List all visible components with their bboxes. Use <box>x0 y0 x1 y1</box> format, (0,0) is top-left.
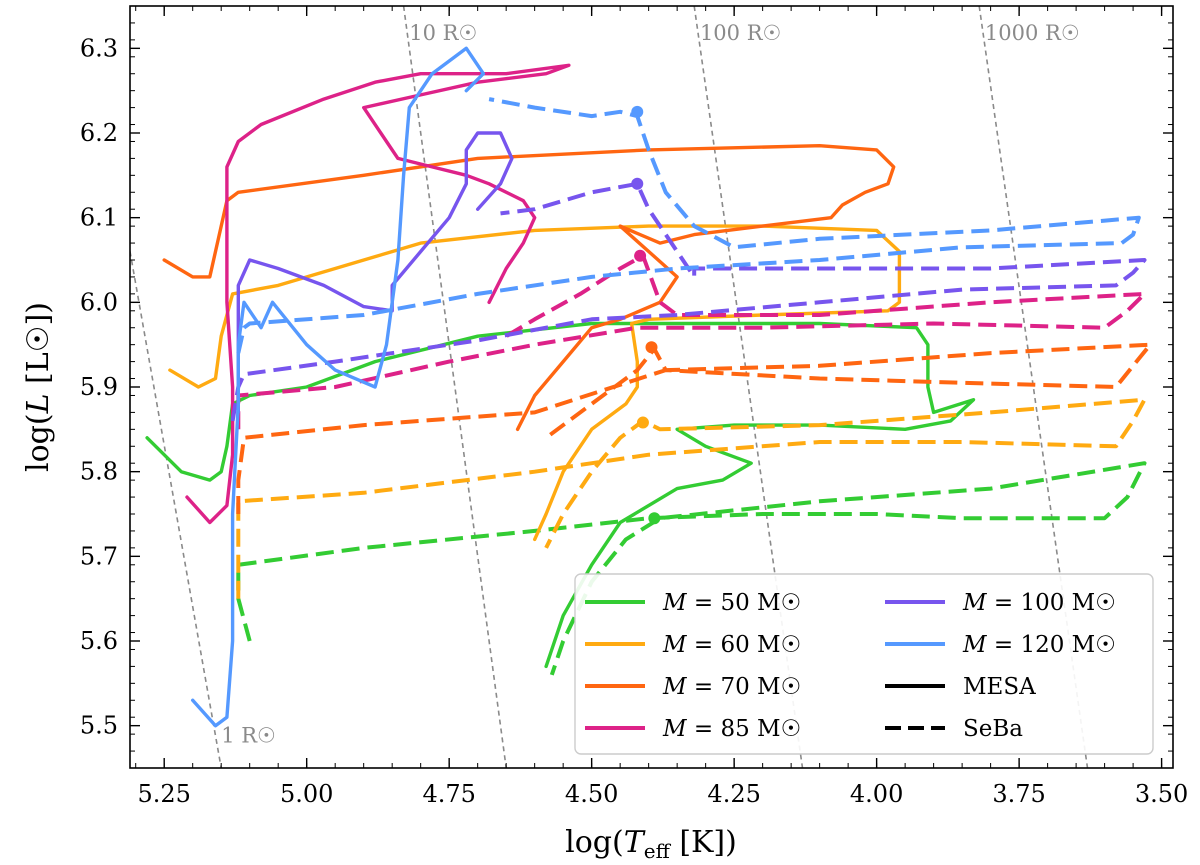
legend: M = 50 M☉ M = 100 M☉ M = 60 M☉ M = 120 M☉ M … <box>574 573 1154 755</box>
seba-track-85 <box>236 253 1147 430</box>
y-tick-label: 6.3 <box>80 34 118 62</box>
seba-track-60 <box>236 397 1147 599</box>
y-tick-label: 5.8 <box>80 458 118 486</box>
radius-label-3: 1000 R☉ <box>985 21 1080 45</box>
x-tick-label: 4.00 <box>850 780 903 808</box>
y-tick-label: 5.6 <box>80 627 118 655</box>
x-tick-label: 4.75 <box>422 780 475 808</box>
x-tick-label: 3.50 <box>1135 780 1188 808</box>
legend-label: M = 70 M☉ <box>662 674 801 700</box>
mesa-track-100 <box>236 131 514 415</box>
legend-label: SeBa <box>963 716 1023 742</box>
marker-70 <box>645 341 658 354</box>
y-tick-label: 6.2 <box>80 119 118 147</box>
x-axis-title: log(Teff [K]) <box>565 825 737 863</box>
mesa-track-85 <box>185 63 571 525</box>
marker-120 <box>631 105 644 118</box>
x-tick-label: 4.50 <box>565 780 618 808</box>
marker-100 <box>631 177 644 190</box>
x-tick-label: 4.25 <box>707 780 760 808</box>
y-tick-label: 5.7 <box>80 542 118 570</box>
marker-85 <box>634 249 647 262</box>
radius-labels: 1 R☉ 10 R☉ 100 R☉ 1000 R☉ <box>221 21 1079 748</box>
x-tick-label: 5.25 <box>137 780 190 808</box>
axis-ticks: 5.25 5.00 4.75 4.50 4.25 4.00 3.75 3.50 5.5 5.6 5.… <box>80 5 1188 808</box>
y-tick-label: 6.0 <box>80 288 118 316</box>
marker-50 <box>648 512 661 525</box>
mesa-track-120 <box>190 46 486 728</box>
radius-label-2: 100 R☉ <box>700 21 781 45</box>
legend-label: M = 120 M☉ <box>962 632 1116 658</box>
seba-track-50 <box>236 461 1147 676</box>
seba-track-120 <box>236 97 1141 354</box>
x-tick-label: 5.00 <box>280 780 333 808</box>
legend-label: M = 85 M☉ <box>662 716 801 742</box>
mesa-track-70 <box>162 143 896 431</box>
mesa-track-60 <box>168 224 902 542</box>
x-tick-label: 3.75 <box>992 780 1045 808</box>
legend-label: M = 60 M☉ <box>662 632 801 658</box>
track-markers <box>631 105 661 525</box>
marker-60 <box>636 416 649 429</box>
y-tick-label: 5.9 <box>80 373 118 401</box>
legend-label: MESA <box>963 674 1036 700</box>
legend-label: M = 50 M☉ <box>662 590 801 616</box>
mesa-track-50 <box>145 321 976 669</box>
radius-label-1: 10 R☉ <box>409 21 477 45</box>
y-tick-label: 6.1 <box>80 204 118 232</box>
legend-box <box>574 573 1154 755</box>
y-tick-label: 5.5 <box>80 712 118 740</box>
y-axis-title: log(L [L☉]) <box>21 302 56 472</box>
radius-line-1 <box>402 6 507 768</box>
radius-label-0: 1 R☉ <box>221 724 276 748</box>
legend-label: M = 100 M☉ <box>962 590 1116 616</box>
radius-line-0 <box>130 251 222 768</box>
